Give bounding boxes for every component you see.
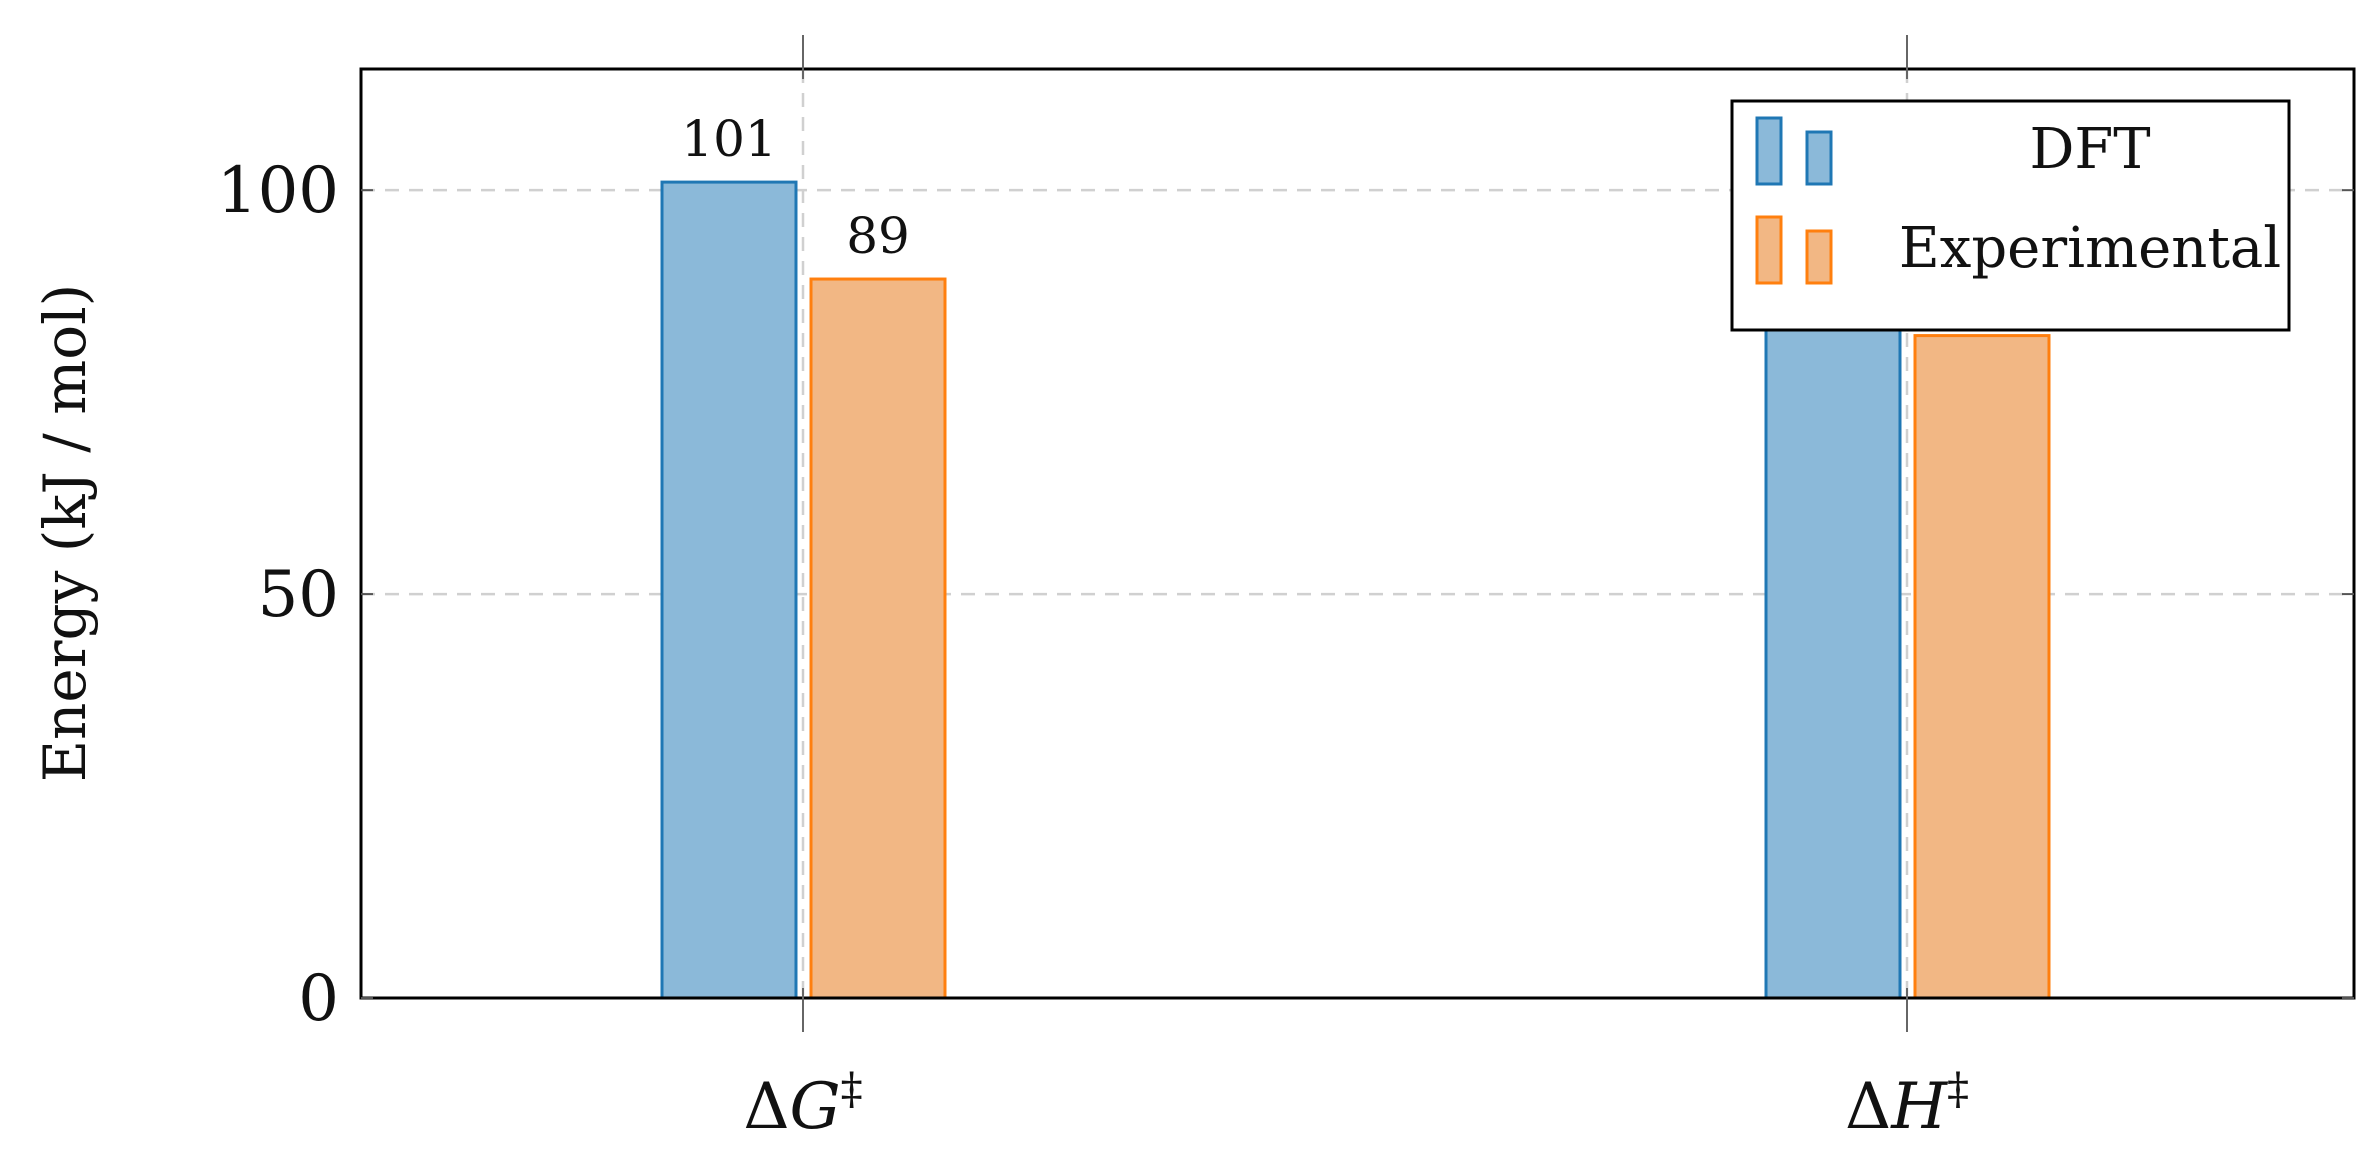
legend-label-experimental: Experimental: [1899, 216, 2281, 281]
x-tick-label: ΔH‡: [1845, 1064, 1969, 1144]
data-label: 89: [846, 207, 910, 265]
bar-dft: [1764, 245, 1902, 1000]
bar-dft: [660, 180, 798, 1000]
bar-experimental: [1913, 334, 2051, 1000]
bar-experimental: [809, 277, 947, 1000]
legend-swatch-dft: [1805, 130, 1833, 186]
plot-frame: [359, 67, 2356, 1000]
legend-swatch-dft: [1755, 116, 1783, 186]
legend-label-dft: DFT: [2029, 117, 2150, 182]
legend-swatch-experimental: [1805, 229, 1833, 285]
y-tick-label: 50: [258, 558, 339, 632]
data-label: 101: [681, 110, 776, 168]
y-axis-label: Energy (kJ / mol): [31, 284, 99, 783]
axis-layer: 0 50 100 ΔG‡ ΔH‡: [217, 35, 2354, 1144]
bar-layer: 101 89: [660, 110, 2051, 1000]
legend-swatch-experimental: [1755, 215, 1783, 285]
y-tick-label: 0: [298, 962, 339, 1036]
y-tick-label: 100: [217, 154, 339, 228]
x-tick-label: ΔG‡: [743, 1064, 862, 1144]
legend: DFT Experimental: [1730, 99, 2291, 332]
